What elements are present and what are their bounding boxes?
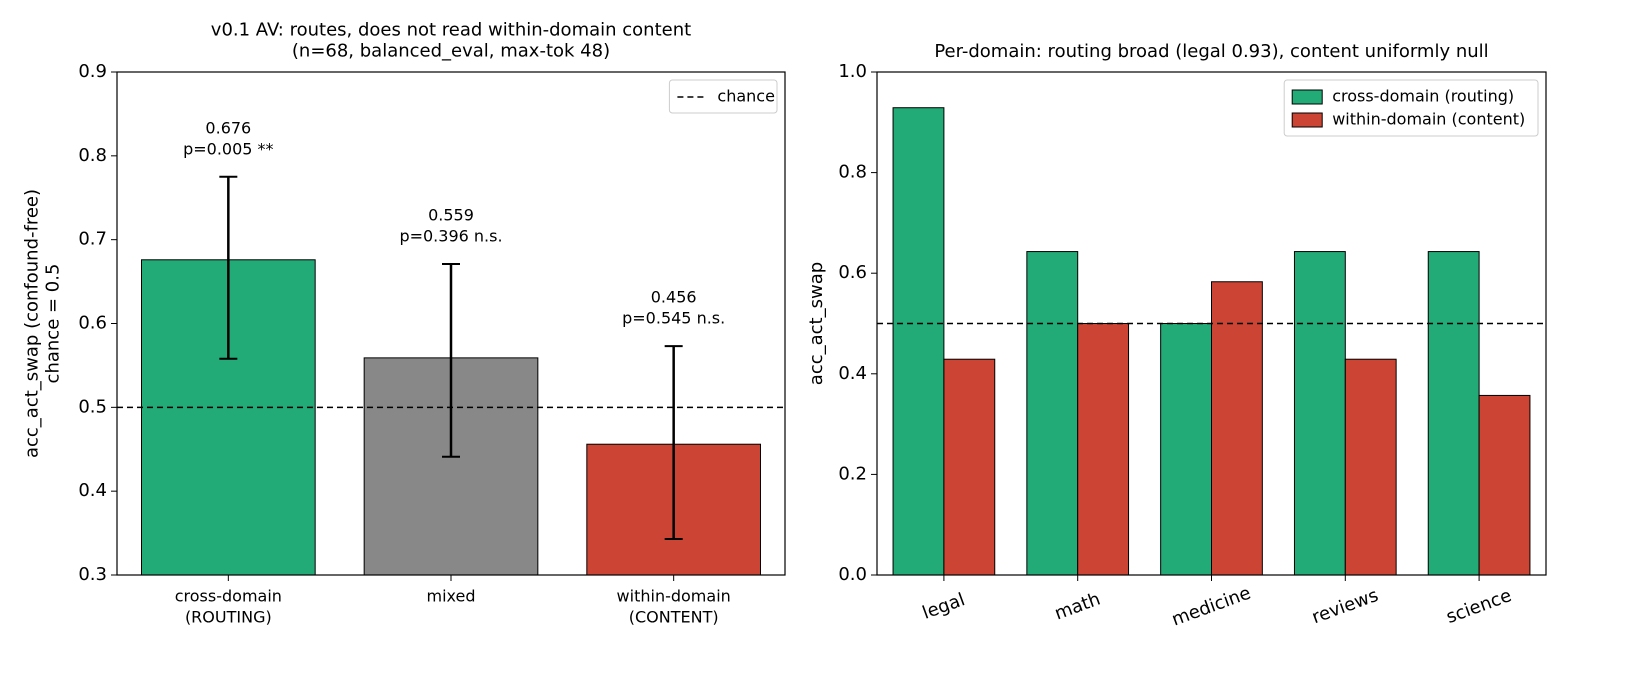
text-line: (n=68, balanced_eval, max-tok 48) (292, 41, 610, 62)
y-tick-label: 0.4 (78, 480, 107, 501)
text-line: v0.1 AV: routes, does not read within-do… (211, 20, 691, 41)
x-tick-label: science (1444, 585, 1515, 628)
x-tick-label: mixed (426, 587, 475, 606)
bar (1026, 251, 1079, 576)
text-line: acc_act_swap (confound-free) (22, 189, 43, 458)
x-tick-label: within-domain (CONTENT) (617, 586, 731, 626)
chart-title: Per-domain: routing broad (legal 0.93), … (934, 41, 1488, 62)
x-tick-label: cross-domain (ROUTING) (175, 586, 282, 626)
bar (1478, 394, 1531, 576)
annotation: p=0.545 n.s. (622, 309, 725, 328)
y-tick-label: 0.4 (838, 363, 867, 384)
chart-title: v0.1 AV: routes, does not read within-do… (211, 20, 691, 62)
text-line: cross-domain (175, 586, 282, 605)
y-axis-label: acc_act_swap (806, 262, 827, 385)
y-tick-label: 0.3 (78, 564, 107, 585)
plot-frame (876, 71, 1547, 576)
bar (1427, 251, 1480, 576)
bar (892, 107, 945, 576)
text-line: (CONTENT) (629, 607, 719, 626)
bar (1160, 323, 1213, 576)
x-tick-label: medicine (1169, 583, 1254, 631)
y-tick-label: 0.9 (78, 61, 107, 82)
y-tick-label: 0.6 (838, 262, 867, 283)
bar (1211, 281, 1263, 576)
legend-label: within-domain (content) (1332, 110, 1525, 129)
y-axis-label: acc_act_swap (confound-free)chance = 0.5 (22, 189, 64, 458)
y-tick-label: 0.5 (78, 396, 107, 417)
y-tick-label: 0.8 (838, 162, 867, 183)
value-label: 0.676 (205, 118, 251, 137)
value-label: 0.456 (651, 288, 697, 307)
bar (1293, 251, 1346, 576)
y-tick-label: 0.7 (78, 229, 107, 250)
plot-frame (116, 71, 786, 576)
y-tick-label: 0.8 (78, 145, 107, 166)
y-tick-label: 0.2 (838, 463, 867, 484)
legend-swatch (1291, 112, 1323, 128)
legend-label: chance (717, 87, 775, 106)
text-line: chance = 0.5 (43, 264, 64, 384)
bar (943, 358, 996, 576)
bar (1077, 323, 1130, 576)
annotation: p=0.396 n.s. (399, 226, 502, 245)
y-tick-label: 0.6 (78, 313, 107, 334)
x-tick-label: legal (920, 589, 968, 624)
x-tick-label: reviews (1309, 585, 1381, 628)
x-tick-label: math (1052, 589, 1103, 625)
legend-swatch (1291, 89, 1323, 105)
legend-box (1283, 79, 1539, 137)
annotation: p=0.005 ** (183, 139, 273, 158)
y-tick-label: 0.0 (838, 564, 867, 585)
text-line: (ROUTING) (185, 607, 272, 626)
bar (1344, 358, 1397, 576)
legend-box (668, 79, 778, 114)
y-tick-label: 1.0 (838, 61, 867, 82)
text-line: within-domain (617, 586, 731, 605)
value-label: 0.559 (428, 205, 474, 224)
legend-label: cross-domain (routing) (1332, 87, 1514, 106)
